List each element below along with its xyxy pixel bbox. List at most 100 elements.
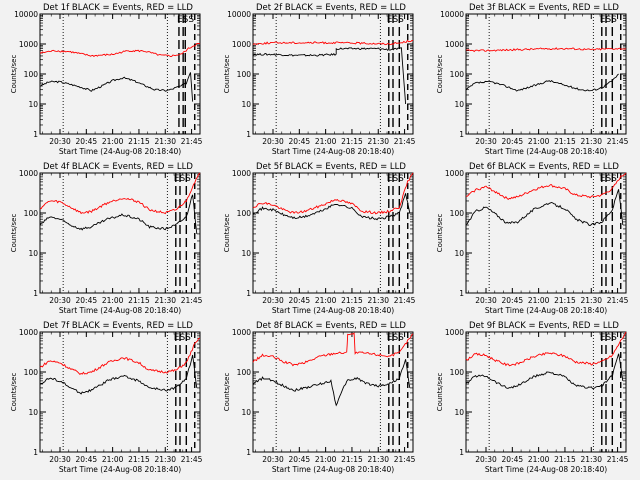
- y-tick-label: 100: [24, 209, 39, 218]
- y-tick-label: 10: [454, 100, 464, 109]
- panel-title: Det 9f BLACK = Events, RED = LLD: [469, 321, 619, 331]
- x-tick-label: 20:45: [289, 296, 311, 305]
- x-tick-label: 21:30: [367, 455, 389, 464]
- x-tick-label: 20:30: [262, 137, 284, 146]
- x-tick-label: 21:15: [554, 455, 576, 464]
- plot-frame: [39, 172, 201, 294]
- lld-trace: [465, 47, 627, 53]
- x-tick-label: 21:00: [102, 455, 124, 464]
- y-axis-label: Counts/sec: [223, 373, 231, 412]
- x-tick-label: 21:30: [367, 296, 389, 305]
- y-axis-label: Counts/sec: [436, 214, 444, 253]
- x-tick-label: 21:45: [607, 296, 629, 305]
- events-trace: [39, 194, 198, 234]
- lld-trace: [39, 172, 201, 215]
- y-tick-label: 10: [241, 408, 251, 417]
- x-tick-label: 21:45: [181, 455, 203, 464]
- x-tick-label: 21:30: [367, 137, 389, 146]
- x-tick-label: 21:15: [341, 455, 363, 464]
- x-tick-label: 20:45: [76, 296, 98, 305]
- y-tick-label: 10: [454, 249, 464, 258]
- events-trace: [465, 73, 619, 92]
- ess-label: ESS: [177, 15, 194, 25]
- panel-title: Det 4f BLACK = Events, RED = LLD: [43, 162, 193, 172]
- panel-title: Det 7f BLACK = Events, RED = LLD: [43, 321, 193, 331]
- x-tick-label: 21:00: [315, 137, 337, 146]
- y-tick-label: 10000: [227, 10, 251, 19]
- x-tick-label: 21:00: [102, 296, 124, 305]
- x-tick-label: 21:00: [315, 296, 337, 305]
- x-tick-label: 20:45: [76, 137, 98, 146]
- plot-frame: [252, 172, 414, 294]
- ess-label: ESS: [600, 333, 617, 343]
- ess-label: ESS: [174, 174, 191, 184]
- detector-panel-5: Det 5f BLACK = Events, RED = LLD 1 10 100 10…: [223, 162, 416, 315]
- y-axis-label: Counts/sec: [223, 55, 231, 94]
- y-tick-label: 1000: [232, 328, 251, 337]
- y-axis-label: Counts/sec: [436, 55, 444, 94]
- x-axis-label: Start Time (24-Aug-08 20:18:40): [272, 306, 394, 315]
- y-tick-label: 1: [459, 448, 464, 457]
- x-tick-label: 21:00: [528, 296, 550, 305]
- y-tick-label: 10000: [440, 10, 464, 19]
- x-axis-label: Start Time (24-Aug-08 20:18:40): [272, 465, 394, 474]
- events-trace: [39, 354, 198, 395]
- x-tick-label: 20:45: [502, 137, 524, 146]
- x-tick-label: 20:30: [49, 296, 71, 305]
- panel-title: Det 3f BLACK = Events, RED = LLD: [469, 3, 619, 13]
- x-tick-label: 20:45: [289, 455, 311, 464]
- x-tick-label: 21:30: [154, 137, 176, 146]
- y-tick-label: 1000: [232, 40, 251, 49]
- plot-frame: [39, 331, 201, 453]
- y-tick-label: 1: [246, 289, 251, 298]
- x-tick-label: 20:30: [475, 455, 497, 464]
- x-tick-label: 21:30: [580, 137, 602, 146]
- x-tick-label: 20:30: [475, 137, 497, 146]
- panel-title: Det 6f BLACK = Events, RED = LLD: [469, 162, 619, 172]
- y-tick-label: 1: [33, 130, 38, 139]
- y-tick-label: 100: [24, 70, 39, 79]
- y-tick-label: 1000: [445, 169, 464, 178]
- x-tick-label: 21:30: [154, 296, 176, 305]
- y-tick-label: 1: [459, 130, 464, 139]
- x-tick-label: 21:45: [607, 455, 629, 464]
- x-tick-label: 20:45: [289, 137, 311, 146]
- x-tick-label: 21:30: [580, 455, 602, 464]
- x-tick-label: 21:45: [181, 296, 203, 305]
- lld-trace: [40, 42, 201, 57]
- ess-label: ESS: [387, 174, 404, 184]
- x-tick-label: 21:00: [528, 137, 550, 146]
- y-tick-label: 10: [454, 408, 464, 417]
- x-tick-label: 21:00: [102, 137, 124, 146]
- x-axis-label: Start Time (24-Aug-08 20:18:40): [59, 147, 181, 156]
- x-axis-label: Start Time (24-Aug-08 20:18:40): [272, 147, 394, 156]
- ess-label: ESS: [600, 15, 617, 25]
- y-tick-label: 100: [237, 368, 252, 377]
- x-tick-label: 20:30: [49, 455, 71, 464]
- x-tick-label: 20:45: [76, 455, 98, 464]
- x-tick-label: 20:30: [475, 296, 497, 305]
- detector-panel-2: Det 2f BLACK = Events, RED = LLD 1 10 100 10…: [223, 3, 416, 156]
- plot-frame: [252, 331, 414, 453]
- x-tick-label: 21:15: [554, 137, 576, 146]
- x-tick-label: 21:15: [341, 137, 363, 146]
- x-tick-label: 21:15: [128, 455, 150, 464]
- events-trace: [252, 359, 411, 407]
- x-tick-label: 21:30: [580, 296, 602, 305]
- x-tick-label: 20:30: [49, 137, 71, 146]
- x-tick-label: 21:45: [394, 455, 416, 464]
- y-tick-label: 1000: [19, 40, 38, 49]
- x-axis-label: Start Time (24-Aug-08 20:18:40): [485, 465, 607, 474]
- y-tick-label: 10: [28, 408, 38, 417]
- y-axis-label: Counts/sec: [436, 373, 444, 412]
- lld-trace: [252, 172, 414, 215]
- panel-title: Det 8f BLACK = Events, RED = LLD: [256, 321, 406, 331]
- y-tick-label: 10000: [14, 10, 38, 19]
- y-tick-label: 1000: [19, 169, 38, 178]
- y-tick-label: 100: [24, 368, 39, 377]
- plot-frame: [465, 331, 627, 453]
- x-tick-label: 21:15: [341, 296, 363, 305]
- y-axis-label: Counts/sec: [10, 55, 18, 94]
- y-tick-label: 1: [459, 289, 464, 298]
